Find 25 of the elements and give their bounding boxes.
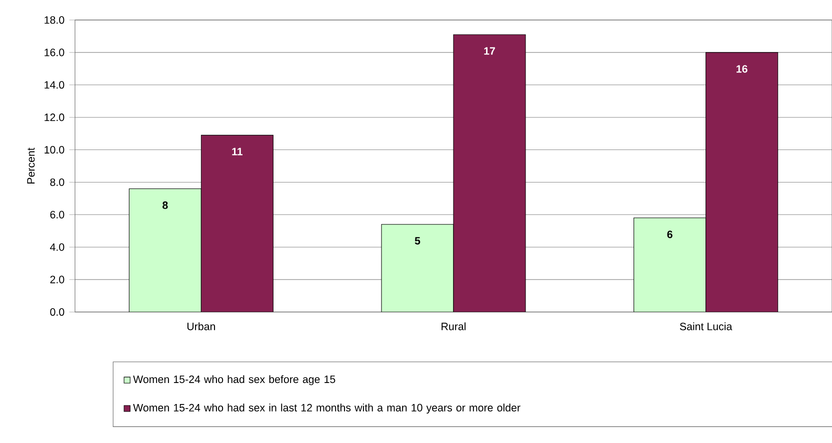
y-tick-label: 14.0 bbox=[44, 81, 64, 89]
bar bbox=[128, 188, 202, 312]
y-tick-label: 8.0 bbox=[50, 178, 64, 186]
data-label: 16 bbox=[736, 65, 748, 73]
y-tick-label: 6.0 bbox=[50, 210, 64, 218]
x-tick-label: Saint Lucia bbox=[680, 322, 732, 330]
legend-label: Women 15-24 who had sex in last 12 months with a man 10 years or more older bbox=[133, 404, 520, 414]
y-axis-title: Percent bbox=[27, 148, 35, 184]
y-tick-label: 0.0 bbox=[50, 308, 64, 316]
data-label: 17 bbox=[484, 47, 495, 55]
y-tick-label: 16.0 bbox=[44, 48, 64, 56]
data-label: 11 bbox=[232, 148, 242, 156]
y-tick-label: 12.0 bbox=[44, 114, 64, 122]
bar bbox=[634, 218, 706, 312]
y-tick-label: 2.0 bbox=[50, 276, 64, 284]
data-label: 5 bbox=[414, 237, 420, 245]
x-tick-label: Urban bbox=[187, 322, 216, 330]
x-tick-label: Rural bbox=[442, 322, 466, 330]
y-tick-label: 4.0 bbox=[50, 243, 64, 251]
data-label: 6 bbox=[667, 230, 672, 238]
legend-label: Women 15-24 who had sex before age 15 bbox=[133, 375, 336, 386]
y-tick-label: 10.0 bbox=[44, 146, 64, 154]
y-tick-label: 18.0 bbox=[44, 16, 64, 24]
data-label: 8 bbox=[162, 201, 168, 209]
bar bbox=[381, 224, 454, 312]
